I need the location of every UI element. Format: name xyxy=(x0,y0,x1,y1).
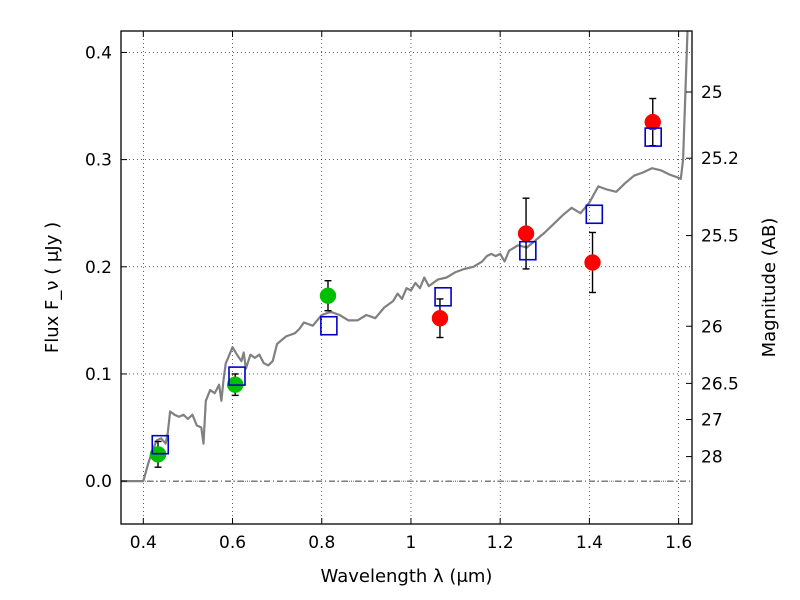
right-tick-label: 26.5 xyxy=(701,374,739,394)
data-points xyxy=(149,97,662,468)
right-tick-label: 25 xyxy=(701,83,723,103)
y-axis-label: Flux F_ν ( μJy ) xyxy=(42,222,63,353)
green-circle-marker xyxy=(319,287,337,304)
y-tick-label: 0.2 xyxy=(85,258,112,278)
model-square-marker xyxy=(228,366,246,386)
model-square-marker xyxy=(320,315,338,336)
spectrum-line xyxy=(121,30,689,483)
right-tick-label: 25.2 xyxy=(701,149,739,169)
x-tick-label: 1 xyxy=(406,533,417,553)
right-tick-label: 26 xyxy=(701,317,723,337)
axis-ticks: 0.4 0.6 0.8 1 1.2 1.4 1.6 0.0 0.1 0.2 0.3 0.4 25 25.2… xyxy=(85,31,739,553)
y-tick-label: 0.0 xyxy=(85,472,112,492)
right-tick-label: 25.5 xyxy=(701,227,739,247)
y-tick-label: 0.3 xyxy=(85,151,112,171)
x-axis-label: Wavelength λ (μm) xyxy=(321,566,493,587)
red-circle-marker xyxy=(584,254,601,271)
x-tick-label: 0.4 xyxy=(130,533,157,553)
right-tick-label: 27 xyxy=(701,411,723,431)
model-square-marker xyxy=(434,286,452,307)
red-circle-marker xyxy=(644,113,661,131)
y-tick-label: 0.1 xyxy=(85,365,112,385)
x-tick-label: 0.8 xyxy=(308,533,335,553)
model-square-marker xyxy=(519,240,537,261)
right-tick-label: 28 xyxy=(701,448,723,468)
model-square-marker xyxy=(151,434,170,455)
red-circle-marker xyxy=(517,225,535,242)
model-square-marker xyxy=(585,204,604,225)
x-tick-label: 1.4 xyxy=(576,533,603,553)
x-tick-label: 1.6 xyxy=(665,533,692,553)
x-tick-label: 0.6 xyxy=(219,533,246,553)
right-axis-label: Magnitude (AB) xyxy=(759,218,780,358)
plot-frame xyxy=(120,30,693,525)
x-tick-label: 1.2 xyxy=(487,533,514,553)
grid xyxy=(121,31,692,524)
red-circle-marker xyxy=(431,309,449,327)
y-tick-label: 0.4 xyxy=(85,43,112,63)
model-square-marker xyxy=(644,127,662,147)
